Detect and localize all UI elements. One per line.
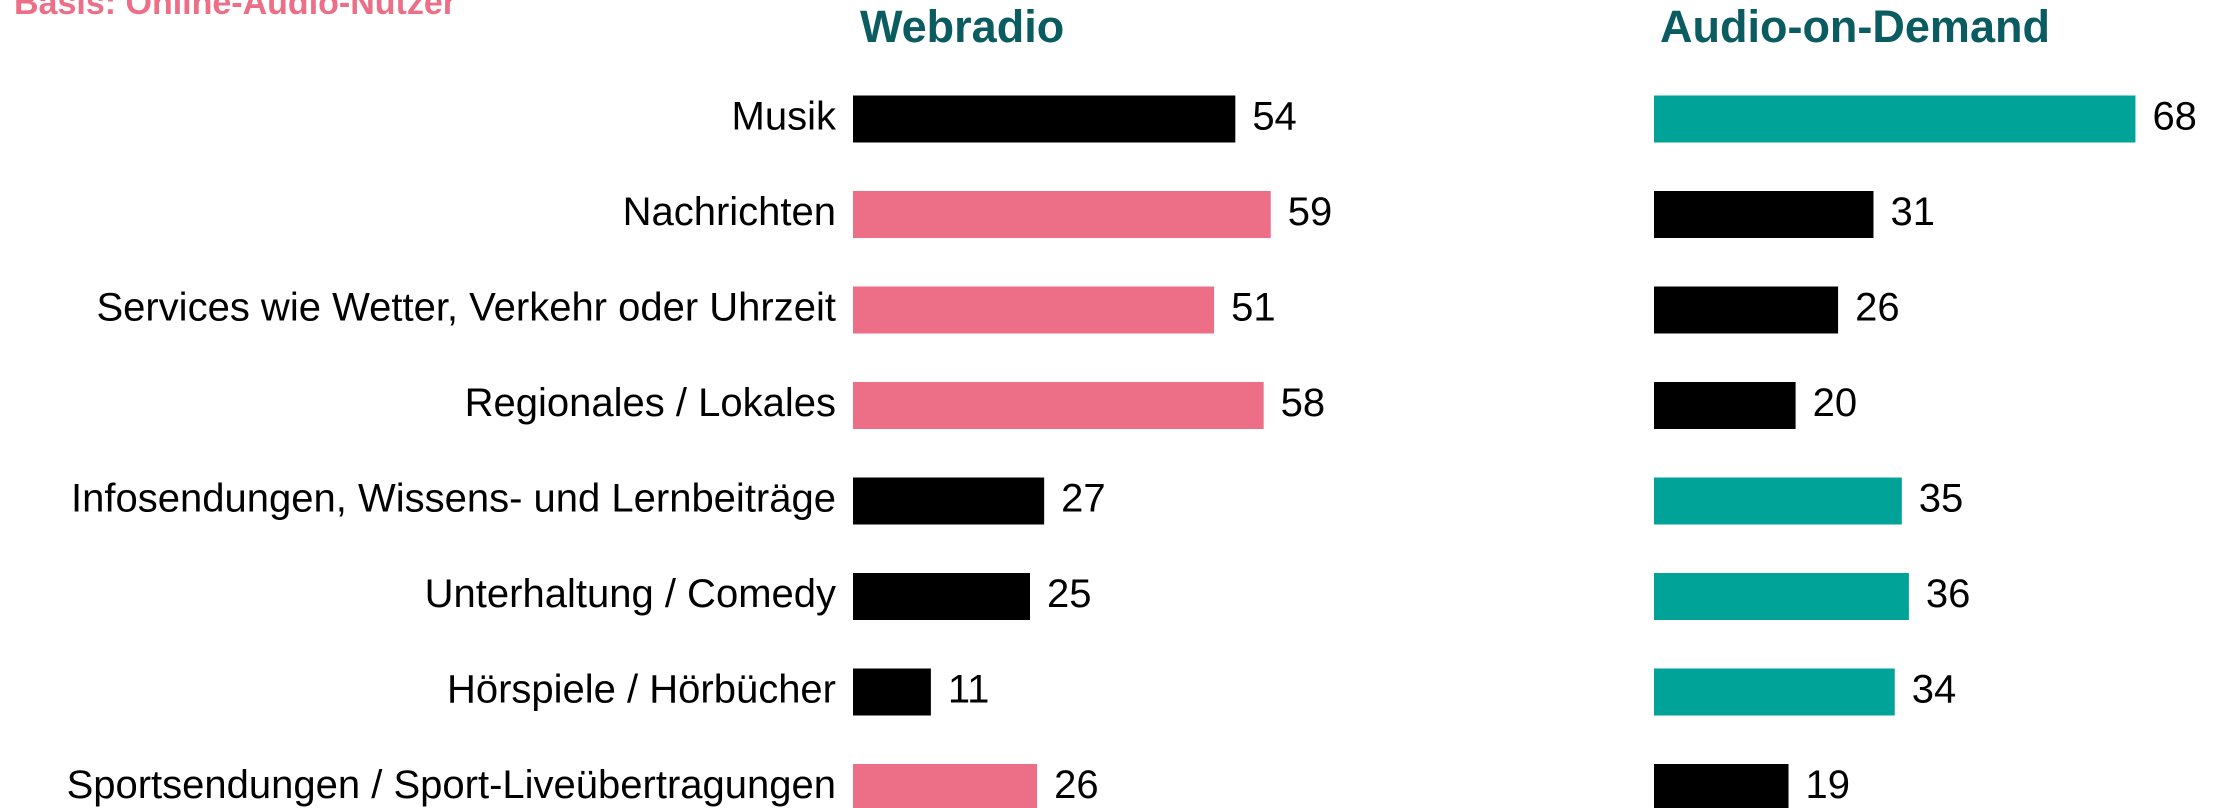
bar	[1654, 286, 1839, 334]
bar	[853, 286, 1215, 334]
subtitle: Basis: Online-Audio-Nutzer	[14, 0, 456, 22]
bar	[1654, 95, 2136, 143]
bar	[853, 477, 1045, 525]
bar	[853, 95, 1236, 143]
value-label: 26	[1054, 763, 1099, 807]
category-label: Services wie Wetter, Verkehr oder Uhrzei…	[96, 286, 836, 330]
category-label: Musik	[732, 95, 837, 139]
bar	[1654, 191, 1874, 238]
value-label: 27	[1061, 477, 1106, 521]
value-label: 36	[1926, 572, 1971, 616]
bar	[853, 764, 1038, 808]
value-label: 51	[1231, 286, 1276, 330]
value-label: 35	[1919, 477, 1964, 521]
value-label: 34	[1912, 668, 1957, 712]
category-label: Infosendungen, Wissens- und Lernbeiträge	[71, 477, 836, 521]
category-label: Regionales / Lokales	[465, 381, 836, 425]
category-label: Unterhaltung / Comedy	[425, 572, 836, 616]
category-label: Sportsendungen / Sport-Liveübertragungen	[67, 763, 836, 807]
category-label: Nachrichten	[623, 190, 836, 234]
bar	[853, 668, 931, 716]
panel-title: Audio-on-Demand	[1660, 1, 2050, 52]
bar	[1654, 668, 1895, 716]
value-label: 11	[948, 668, 990, 712]
bar	[1654, 477, 1902, 525]
bar	[853, 191, 1271, 238]
value-label: 59	[1288, 190, 1333, 234]
value-label: 54	[1252, 95, 1297, 139]
value-label: 19	[1806, 763, 1851, 807]
value-label: 58	[1281, 381, 1326, 425]
panel-title: Webradio	[860, 1, 1064, 52]
value-label: 25	[1047, 572, 1092, 616]
value-label: 26	[1855, 286, 1900, 330]
bar	[853, 382, 1264, 429]
value-label: 20	[1813, 381, 1858, 425]
category-label: Hörspiele / Hörbücher	[447, 668, 836, 712]
bar	[1654, 382, 1796, 429]
value-label: 31	[1890, 190, 1935, 234]
value-label: 68	[2152, 95, 2197, 139]
bar	[853, 573, 1030, 620]
bar	[1654, 573, 1909, 620]
bar	[1654, 764, 1789, 808]
